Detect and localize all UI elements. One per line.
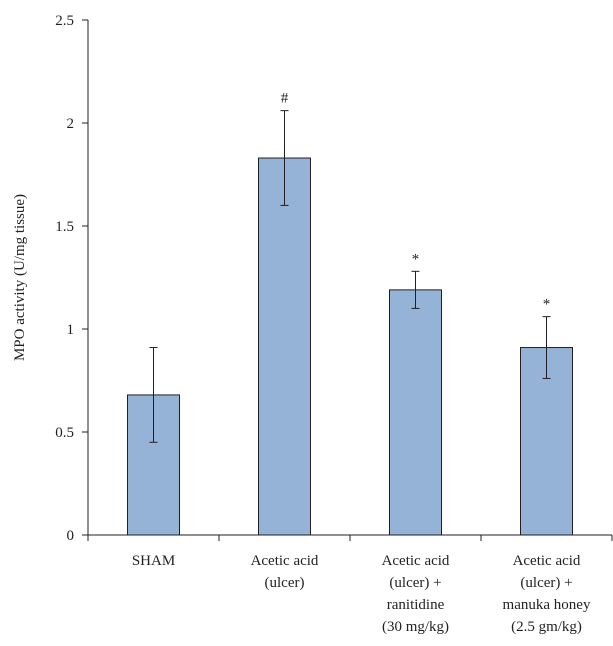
significance-marker: * xyxy=(412,251,420,267)
category-label: (ulcer) + xyxy=(389,575,441,591)
significance-marker: * xyxy=(543,297,551,313)
category-label: Acetic acid xyxy=(382,553,450,569)
y-tick-label: 0.5 xyxy=(55,425,74,441)
y-tick-label: 1.5 xyxy=(55,219,74,235)
y-ticks: 0 0.5 1 1.5 2 2.5 xyxy=(55,13,613,544)
bar xyxy=(258,157,311,536)
y-tick-label: 0 xyxy=(67,528,75,544)
bar xyxy=(389,289,442,536)
category-label: (2.5 gm/kg) xyxy=(511,619,582,635)
y-tick-label: 2 xyxy=(67,116,75,132)
category-labels: SHAM Acetic acid (ulcer) Acetic acid (ulcer)… xyxy=(132,553,591,635)
category-label: (30 mg/kg) xyxy=(382,619,449,635)
category-label: Acetic acid xyxy=(251,553,319,569)
y-tick-label: 2.5 xyxy=(55,13,74,29)
y-axis-label: MPO activity (U/mg tissue) xyxy=(12,194,28,361)
y-tick-label: 1 xyxy=(67,322,75,338)
category-label: (ulcer) xyxy=(265,575,305,591)
category-label: manuka honey xyxy=(503,597,591,613)
significance-marker: # xyxy=(281,91,289,107)
category-label: ranitidine xyxy=(387,597,445,613)
bars: # * * xyxy=(127,91,573,536)
category-label: SHAM xyxy=(132,553,175,569)
category-label: Acetic acid xyxy=(513,553,581,569)
category-label: (ulcer) + xyxy=(520,575,572,591)
